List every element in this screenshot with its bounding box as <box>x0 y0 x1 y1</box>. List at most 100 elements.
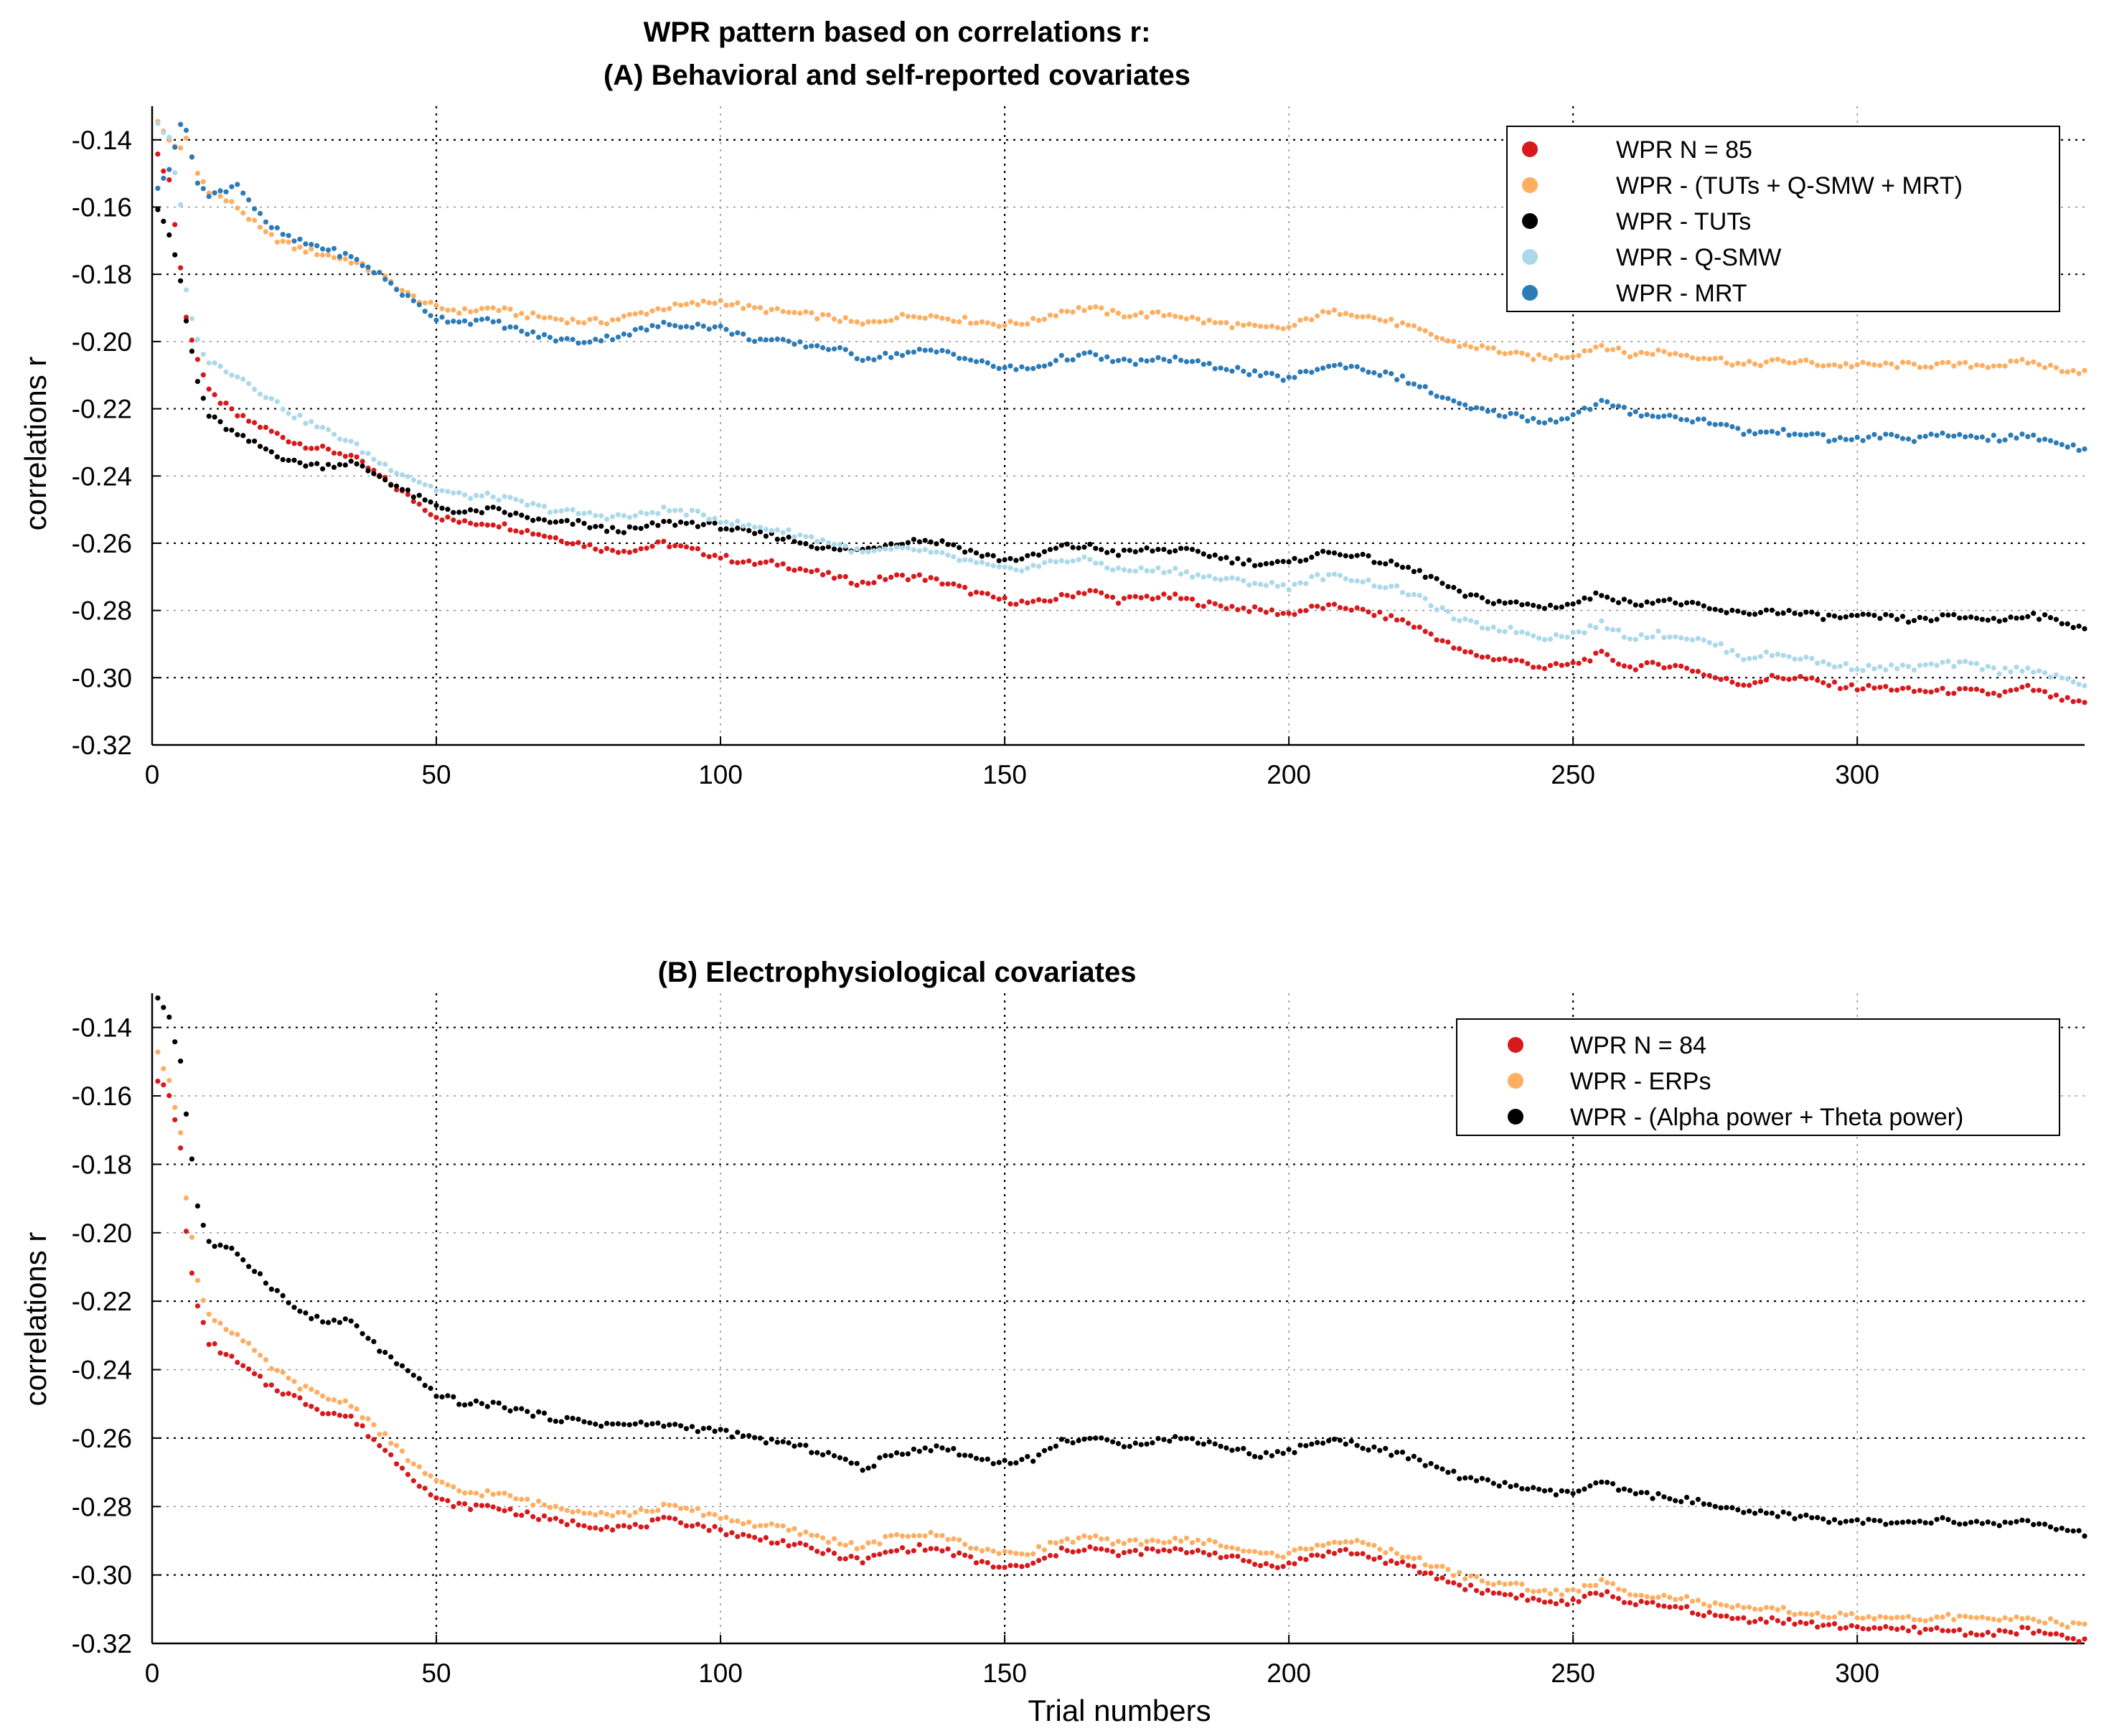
data-point <box>803 1529 809 1535</box>
data-point <box>297 1308 303 1314</box>
data-point <box>1389 316 1394 322</box>
y-tick-label: -0.32 <box>72 731 132 760</box>
data-point <box>1775 611 1780 616</box>
data-point <box>1115 1440 1122 1447</box>
data-point <box>445 1498 451 1503</box>
data-point <box>1007 1549 1013 1555</box>
data-point <box>1155 565 1161 571</box>
data-point <box>1991 363 1996 369</box>
data-point <box>723 1427 729 1433</box>
data-point <box>1502 1480 1508 1486</box>
data-point <box>1315 1542 1320 1548</box>
data-point <box>1309 316 1315 323</box>
data-point <box>973 1455 980 1461</box>
data-point <box>615 550 621 555</box>
data-point <box>1041 598 1048 604</box>
data-point <box>2019 1615 2025 1622</box>
data-point <box>883 1549 888 1555</box>
data-point <box>1212 366 1218 372</box>
data-point <box>433 303 439 309</box>
data-point <box>1706 606 1712 611</box>
data-point <box>1809 609 1815 615</box>
data-point <box>1621 663 1627 669</box>
data-point <box>695 524 701 530</box>
data-point <box>547 314 553 320</box>
data-point <box>268 1382 274 1388</box>
data-point <box>240 413 246 418</box>
data-point <box>1525 661 1531 667</box>
data-point <box>593 524 598 530</box>
data-point <box>1729 679 1735 685</box>
data-point <box>1019 568 1025 574</box>
data-point <box>1905 1614 1912 1620</box>
data-point <box>1195 1537 1201 1543</box>
data-point <box>1553 352 1559 359</box>
data-point <box>2025 614 2031 619</box>
data-point <box>1007 319 1013 324</box>
data-point <box>1889 1520 1894 1526</box>
data-point <box>1757 429 1764 435</box>
data-point <box>1979 434 1985 440</box>
data-point <box>2042 670 2048 676</box>
data-point <box>519 512 525 518</box>
data-point <box>1673 414 1678 420</box>
data-point <box>1076 352 1081 358</box>
data-point <box>1735 1603 1741 1608</box>
data-point <box>1161 547 1167 553</box>
data-point <box>729 1434 735 1440</box>
data-point <box>968 548 974 553</box>
data-point <box>1610 597 1616 603</box>
data-point <box>320 444 326 449</box>
data-point <box>1763 429 1769 435</box>
data-point <box>1576 1588 1582 1594</box>
data-point <box>683 512 690 518</box>
data-point <box>689 1424 695 1430</box>
data-point <box>1383 1445 1389 1451</box>
data-point <box>1837 1625 1843 1631</box>
data-point <box>1803 1512 1809 1518</box>
data-point <box>166 1077 172 1084</box>
data-point <box>1053 1540 1058 1546</box>
data-point <box>1763 677 1769 683</box>
data-point <box>945 316 951 322</box>
data-point <box>212 392 217 398</box>
data-point <box>1741 1605 1747 1610</box>
data-point <box>178 1130 184 1135</box>
panel-b-title: (B) Electrophysiological covariates <box>658 957 1137 988</box>
data-point <box>1871 612 1877 619</box>
data-point <box>2025 1615 2031 1621</box>
data-point <box>1371 583 1377 589</box>
data-point <box>1173 1546 1178 1552</box>
data-point <box>1064 1548 1070 1554</box>
x-tick-label: 250 <box>1551 1658 1595 1688</box>
data-point <box>1053 1553 1058 1559</box>
data-point <box>615 1509 621 1516</box>
data-point <box>1724 360 1729 366</box>
data-point <box>706 1511 712 1516</box>
data-point <box>1394 1450 1400 1455</box>
data-point <box>1360 579 1366 585</box>
data-point <box>314 252 320 258</box>
data-point <box>831 1453 837 1459</box>
data-point <box>1058 1539 1064 1544</box>
data-point <box>1025 321 1030 327</box>
data-point <box>1394 323 1400 329</box>
data-point <box>672 301 678 307</box>
data-point <box>883 546 888 552</box>
data-point <box>1798 1619 1803 1625</box>
data-point <box>1110 1549 1116 1554</box>
data-point <box>1553 605 1559 611</box>
data-point <box>1803 357 1809 363</box>
data-point <box>1582 1486 1587 1492</box>
data-point <box>854 582 860 588</box>
data-point <box>1490 1481 1496 1486</box>
data-point <box>593 1525 598 1531</box>
data-point <box>2025 682 2031 688</box>
data-point <box>1002 564 1007 570</box>
data-point <box>1394 583 1400 589</box>
data-point <box>1150 1546 1155 1552</box>
data-point <box>957 355 962 361</box>
data-point <box>1752 1618 1758 1624</box>
data-point <box>172 1039 178 1045</box>
